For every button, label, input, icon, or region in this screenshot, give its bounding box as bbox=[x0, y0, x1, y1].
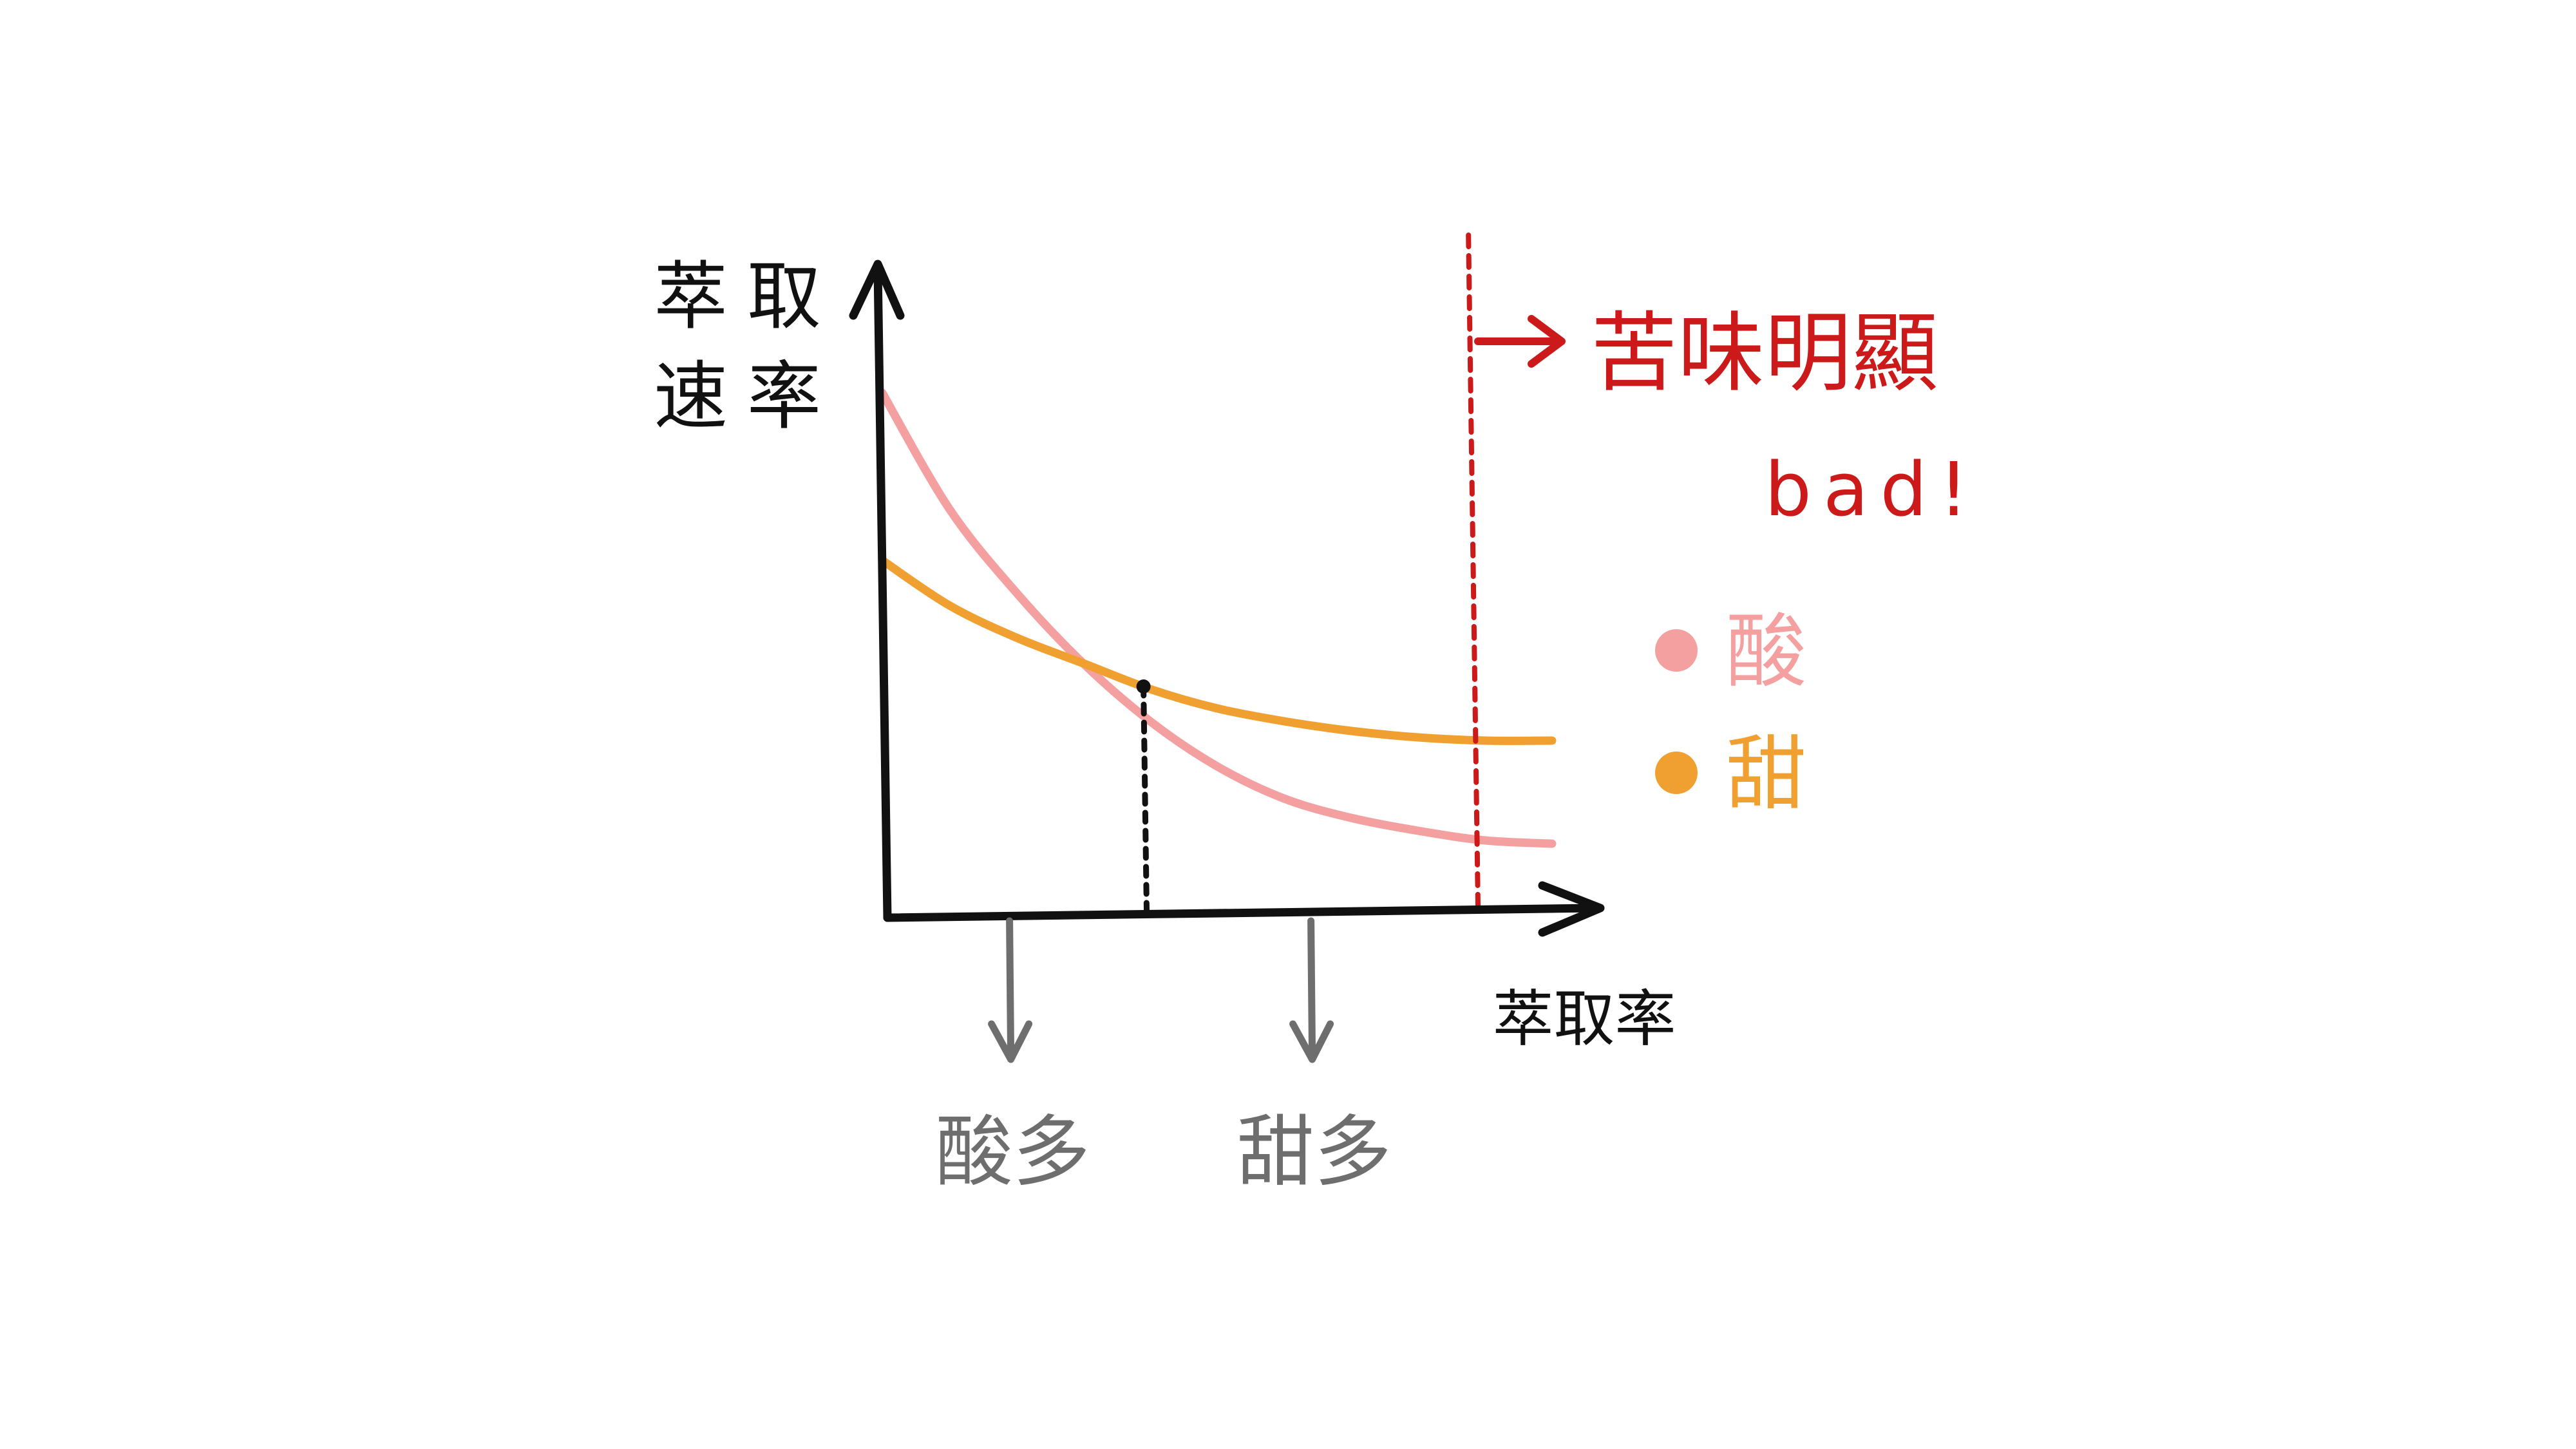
bitterness-threshold-line bbox=[1466, 232, 1481, 917]
legend-label-0: 酸 bbox=[1726, 605, 1806, 699]
y-axis-label-line1: 萃取 bbox=[654, 254, 840, 340]
bitter-note-bad: bad! bbox=[1765, 447, 1980, 533]
legend-swatch-1 bbox=[1655, 752, 1698, 794]
x-axis bbox=[883, 904, 1602, 922]
crossover-dotted-line bbox=[1141, 683, 1150, 918]
y-axis bbox=[873, 265, 892, 922]
bitter-arrow bbox=[1474, 315, 1566, 368]
legend: 酸甜 bbox=[1655, 605, 1806, 821]
region-label-1: 甜多 bbox=[1237, 1108, 1392, 1197]
y-axis-arrowhead bbox=[849, 260, 905, 320]
x-axis-arrowhead bbox=[1538, 881, 1605, 937]
legend-label-1: 甜 bbox=[1726, 728, 1806, 821]
region-arrow-0 bbox=[988, 917, 1033, 1063]
series-layer bbox=[878, 388, 1557, 848]
region-label-0: 酸多 bbox=[936, 1108, 1090, 1197]
y-axis-label-line2: 速率 bbox=[654, 354, 840, 440]
region-arrow-1 bbox=[1289, 917, 1334, 1063]
axes bbox=[849, 260, 1605, 937]
crossover-point bbox=[1136, 679, 1151, 694]
series-line-0 bbox=[878, 388, 1557, 848]
region-layer: 酸多 甜多 bbox=[936, 917, 1392, 1197]
bitter-note-text: 苦味明顯 bbox=[1591, 303, 1938, 404]
series-line-1 bbox=[878, 556, 1557, 745]
x-axis-label: 萃取率 bbox=[1492, 984, 1676, 1055]
legend-swatch-0 bbox=[1655, 629, 1698, 672]
bitter-annotation: 苦味明顯 bad! bbox=[1474, 303, 1980, 533]
